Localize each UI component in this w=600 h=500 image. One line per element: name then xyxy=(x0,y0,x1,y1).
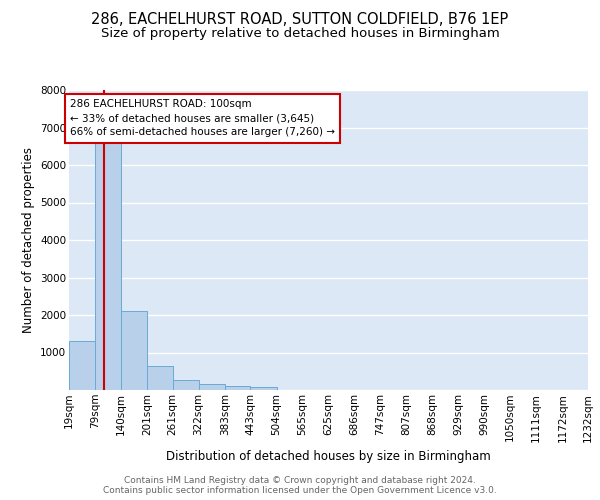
Text: Size of property relative to detached houses in Birmingham: Size of property relative to detached ho… xyxy=(101,28,499,40)
X-axis label: Distribution of detached houses by size in Birmingham: Distribution of detached houses by size … xyxy=(166,450,491,463)
Y-axis label: Number of detached properties: Number of detached properties xyxy=(22,147,35,333)
Bar xyxy=(199,384,225,390)
Bar xyxy=(121,311,147,390)
Bar xyxy=(225,386,250,390)
Bar xyxy=(173,380,199,390)
Bar xyxy=(69,341,95,390)
Text: 286, EACHELHURST ROAD, SUTTON COLDFIELD, B76 1EP: 286, EACHELHURST ROAD, SUTTON COLDFIELD,… xyxy=(91,12,509,28)
Bar xyxy=(147,366,173,390)
Text: 286 EACHELHURST ROAD: 100sqm
← 33% of detached houses are smaller (3,645)
66% of: 286 EACHELHURST ROAD: 100sqm ← 33% of de… xyxy=(70,100,335,138)
Text: Contains HM Land Registry data © Crown copyright and database right 2024.
Contai: Contains HM Land Registry data © Crown c… xyxy=(103,476,497,495)
Bar xyxy=(95,142,121,390)
Bar xyxy=(250,387,277,390)
